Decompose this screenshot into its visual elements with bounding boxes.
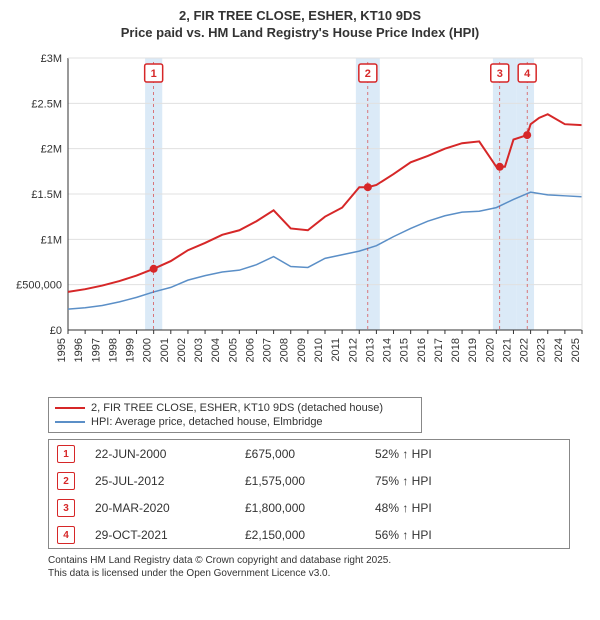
legend: 2, FIR TREE CLOSE, ESHER, KT10 9DS (deta… xyxy=(48,397,422,433)
event-date: 29-OCT-2021 xyxy=(95,528,225,542)
svg-text:2012: 2012 xyxy=(347,338,359,362)
svg-text:2000: 2000 xyxy=(142,338,154,362)
event-price: £1,800,000 xyxy=(245,501,355,515)
svg-text:2011: 2011 xyxy=(330,338,342,362)
svg-text:1998: 1998 xyxy=(107,338,119,362)
event-row: 4 29-OCT-2021 £2,150,000 56% ↑ HPI xyxy=(49,521,569,548)
svg-text:2007: 2007 xyxy=(262,338,274,362)
svg-text:2019: 2019 xyxy=(467,338,479,362)
svg-text:£2M: £2M xyxy=(41,144,62,156)
svg-text:2025: 2025 xyxy=(570,338,582,362)
event-date: 25-JUL-2012 xyxy=(95,474,225,488)
price-chart: £0 £500,000 £1M £1.5M £2M £2.5M £3M 1995 1996 199… xyxy=(8,52,592,387)
svg-text:2008: 2008 xyxy=(279,338,291,362)
svg-text:2021: 2021 xyxy=(501,338,513,362)
page-title-line2: Price paid vs. HM Land Registry's House … xyxy=(8,25,592,40)
footnote: This data is licensed under the Open Gov… xyxy=(48,568,592,579)
svg-text:2022: 2022 xyxy=(519,338,531,362)
event-marker: 1 xyxy=(57,445,75,463)
svg-text:£1.5M: £1.5M xyxy=(31,189,62,201)
svg-text:2002: 2002 xyxy=(176,338,188,362)
event-row: 2 25-JUL-2012 £1,575,000 75% ↑ HPI xyxy=(49,467,569,494)
event-date: 22-JUN-2000 xyxy=(95,447,225,461)
svg-text:3: 3 xyxy=(497,68,503,80)
svg-text:2006: 2006 xyxy=(244,338,256,362)
legend-row: HPI: Average price, detached house, Elmb… xyxy=(55,415,415,429)
event-price: £1,575,000 xyxy=(245,474,355,488)
svg-text:2014: 2014 xyxy=(382,338,394,362)
legend-swatch xyxy=(55,421,85,423)
event-marker: 3 xyxy=(57,499,75,517)
svg-text:2009: 2009 xyxy=(296,338,308,362)
svg-text:1996: 1996 xyxy=(73,338,85,362)
event-price: £675,000 xyxy=(245,447,355,461)
event-row: 3 20-MAR-2020 £1,800,000 48% ↑ HPI xyxy=(49,494,569,521)
svg-text:2020: 2020 xyxy=(484,338,496,362)
page-title-line1: 2, FIR TREE CLOSE, ESHER, KT10 9DS xyxy=(8,8,592,23)
svg-text:2024: 2024 xyxy=(553,338,565,362)
svg-text:2017: 2017 xyxy=(433,338,445,362)
svg-text:2016: 2016 xyxy=(416,338,428,362)
svg-text:2001: 2001 xyxy=(159,338,171,362)
legend-row: 2, FIR TREE CLOSE, ESHER, KT10 9DS (deta… xyxy=(55,401,415,415)
svg-text:4: 4 xyxy=(524,68,531,80)
svg-text:2018: 2018 xyxy=(450,338,462,362)
legend-swatch xyxy=(55,407,85,409)
svg-text:2013: 2013 xyxy=(364,338,376,362)
svg-text:2010: 2010 xyxy=(313,338,325,362)
event-pct: 56% ↑ HPI xyxy=(375,528,475,542)
event-marker: 4 xyxy=(57,526,75,544)
footnote: Contains HM Land Registry data © Crown c… xyxy=(48,555,592,566)
svg-text:2004: 2004 xyxy=(210,338,222,362)
svg-text:£0: £0 xyxy=(50,325,62,337)
svg-text:1: 1 xyxy=(151,68,157,80)
svg-text:£500,000: £500,000 xyxy=(16,280,62,292)
svg-text:2023: 2023 xyxy=(536,338,548,362)
svg-text:2005: 2005 xyxy=(227,338,239,362)
svg-text:£1M: £1M xyxy=(41,234,62,246)
svg-text:£2.5M: £2.5M xyxy=(31,98,62,110)
event-pct: 48% ↑ HPI xyxy=(375,501,475,515)
event-row: 1 22-JUN-2000 £675,000 52% ↑ HPI xyxy=(49,440,569,467)
svg-text:1999: 1999 xyxy=(125,338,137,362)
legend-label: 2, FIR TREE CLOSE, ESHER, KT10 9DS (deta… xyxy=(91,402,383,414)
svg-text:£3M: £3M xyxy=(41,53,62,65)
legend-label: HPI: Average price, detached house, Elmb… xyxy=(91,416,323,428)
event-price: £2,150,000 xyxy=(245,528,355,542)
svg-text:2: 2 xyxy=(365,68,371,80)
event-marker: 2 xyxy=(57,472,75,490)
event-pct: 75% ↑ HPI xyxy=(375,474,475,488)
event-date: 20-MAR-2020 xyxy=(95,501,225,515)
svg-text:1995: 1995 xyxy=(56,338,68,362)
event-pct: 52% ↑ HPI xyxy=(375,447,475,461)
events-table: 1 22-JUN-2000 £675,000 52% ↑ HPI 2 25-JUL-201… xyxy=(48,439,570,549)
svg-text:2003: 2003 xyxy=(193,338,205,362)
svg-text:2015: 2015 xyxy=(399,338,411,362)
svg-text:1997: 1997 xyxy=(90,338,102,362)
